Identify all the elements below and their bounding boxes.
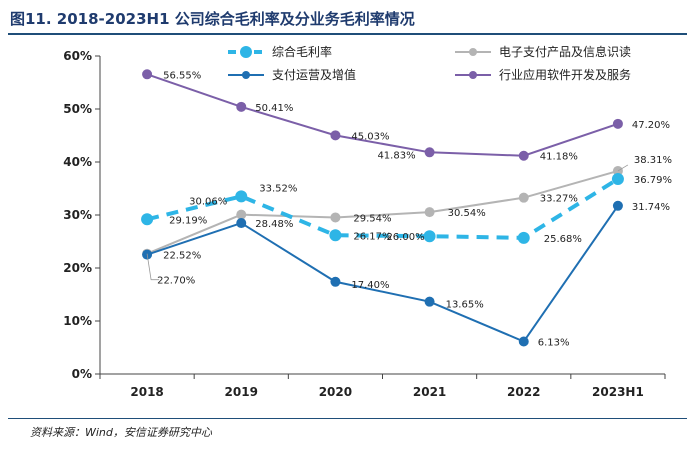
composite-margin-point [141, 213, 154, 226]
composite-margin-point [423, 230, 436, 243]
payment-operations-data-label: 13.65% [446, 300, 484, 311]
source-divider [8, 418, 687, 419]
composite-margin-data-label: 25.68% [544, 234, 582, 245]
composite-margin-data-label: 36.79% [634, 175, 672, 186]
composite-margin-data-label: 26.00% [386, 232, 424, 243]
y-tick-label: 40% [63, 155, 92, 169]
payment-products-data-label: 30.06% [189, 197, 227, 208]
legend-marker [242, 71, 250, 79]
software-services-point [518, 150, 529, 161]
software-services-point [612, 118, 623, 129]
source-note: 资料来源：Wind，安信证券研究中心 [30, 426, 212, 439]
payment-products-point [236, 209, 247, 220]
x-tick-label: 2019 [225, 385, 258, 399]
legend-label: 电子支付产品及信息识读 [499, 44, 631, 59]
y-tick-label: 30% [63, 208, 92, 222]
payment-operations-line [146, 205, 619, 343]
composite-margin-point [611, 173, 624, 186]
composite-margin-point [329, 229, 342, 242]
payment-products-data-label: 33.27% [540, 194, 578, 205]
software-services-data-label: 41.18% [540, 152, 578, 163]
payment-operations-point [612, 200, 623, 211]
y-tick-label: 0% [72, 367, 92, 381]
composite-margin-line [146, 177, 619, 240]
legend-marker [240, 46, 252, 58]
payment-products-point [424, 207, 435, 218]
composite-margin-data-label: 33.52% [259, 183, 297, 194]
composite-margin-point [235, 190, 248, 203]
x-tick-label: 2022 [507, 385, 540, 399]
y-tick-label: 50% [63, 102, 92, 116]
payment-products-point [330, 212, 341, 223]
composite-margin-point [517, 231, 530, 244]
figure-title: 图11. 2018-2023H1 公司综合毛利率及分业务毛利率情况 [10, 10, 415, 28]
software-services-point [330, 130, 341, 141]
payment-products-point [518, 192, 529, 203]
payment-products-data-label: 29.54% [353, 213, 391, 224]
y-tick-label: 20% [63, 261, 92, 275]
software-services-data-label: 45.03% [351, 131, 389, 142]
payment-products-data-label: 38.31% [634, 155, 672, 166]
x-tick-label: 2018 [130, 385, 163, 399]
payment-operations-point [518, 336, 529, 347]
software-services-data-label: 47.20% [632, 120, 670, 131]
payment-operations-data-label: 17.40% [351, 280, 389, 291]
legend-marker [469, 71, 477, 79]
payment-operations-data-label: 6.13% [538, 338, 570, 349]
label-leader-line [146, 253, 160, 281]
y-tick-label: 60% [63, 49, 92, 63]
payment-operations-point [236, 218, 247, 229]
payment-operations-data-label: 22.52% [163, 251, 201, 262]
software-services-data-label: 41.83% [377, 150, 415, 161]
x-tick-label: 2021 [413, 385, 446, 399]
payment-products-data-label: 22.70% [157, 276, 195, 287]
software-services-line [146, 73, 619, 157]
x-tick-label: 2020 [319, 385, 352, 399]
title-divider [8, 33, 687, 35]
label-leader-line [617, 164, 629, 172]
legend-label: 综合毛利率 [272, 44, 332, 59]
x-tick-label: 2023H1 [592, 385, 644, 399]
payment-operations-data-label: 28.48% [255, 219, 293, 230]
software-services-data-label: 56.55% [163, 70, 201, 81]
legend-marker [469, 48, 477, 56]
software-services-data-label: 50.41% [255, 103, 293, 114]
payment-operations-point [330, 276, 341, 287]
payment-operations-data-label: 31.74% [632, 202, 670, 213]
payment-products-data-label: 30.54% [448, 208, 486, 219]
legend-label: 支付运营及增值 [272, 67, 356, 82]
composite-margin-data-label: 26.17% [353, 231, 391, 242]
software-services-point [424, 147, 435, 158]
y-tick-label: 10% [63, 314, 92, 328]
line-chart: 0% 10% 20% 30% 40% 50% 60% 2018 2019 2020 2021 2022… [63, 44, 672, 399]
legend-label: 行业应用软件开发及服务 [499, 67, 631, 82]
payment-operations-point [424, 296, 435, 307]
software-services-point [236, 101, 247, 112]
composite-margin-data-label: 29.19% [169, 215, 207, 226]
software-services-point [142, 69, 153, 80]
payment-products-line [146, 169, 619, 255]
